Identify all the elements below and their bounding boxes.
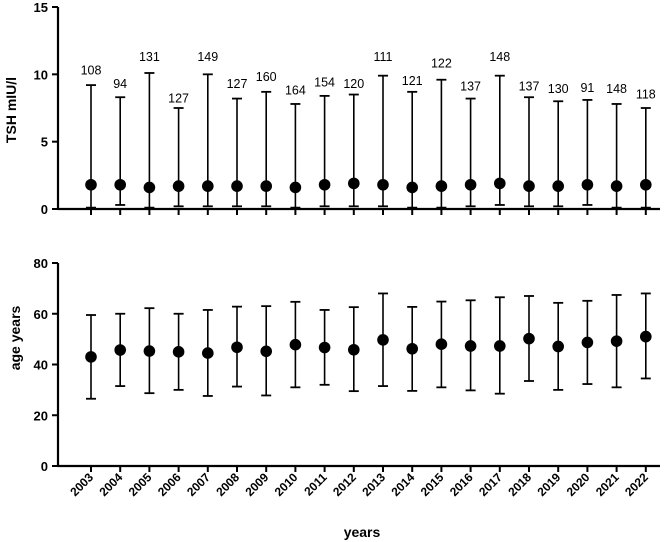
data-point xyxy=(406,181,419,194)
data-point xyxy=(318,341,331,354)
count-label: 127 xyxy=(227,77,248,91)
data-point xyxy=(231,341,243,354)
data-point xyxy=(231,180,243,192)
data-point xyxy=(435,338,448,351)
count-label: 148 xyxy=(489,50,510,64)
data-point xyxy=(289,181,302,194)
x-axis-title: years xyxy=(344,524,381,540)
data-point xyxy=(202,180,214,192)
y-tick-label: 60 xyxy=(34,307,48,322)
count-label: 122 xyxy=(431,57,452,71)
count-label: 111 xyxy=(373,50,392,64)
x-tick-label: 2010 xyxy=(272,470,301,499)
data-point xyxy=(523,180,535,192)
count-label: 149 xyxy=(197,50,218,64)
data-point xyxy=(435,180,448,192)
x-tick-label: 2005 xyxy=(126,470,155,499)
data-point xyxy=(114,178,126,191)
age-y-axis-title: age years xyxy=(7,305,23,370)
count-label: 121 xyxy=(402,74,423,88)
count-label: 154 xyxy=(314,75,335,89)
data-point xyxy=(172,180,185,192)
y-tick-label: 10 xyxy=(34,67,48,82)
x-tick-label: 2017 xyxy=(476,470,505,499)
data-point xyxy=(377,334,389,346)
x-tick-label: 2003 xyxy=(67,470,96,499)
count-label: 127 xyxy=(168,92,189,106)
data-point xyxy=(114,344,126,356)
x-tick-label: 2008 xyxy=(213,470,242,499)
data-point xyxy=(318,178,331,191)
x-tick-label: 2011 xyxy=(301,470,330,499)
data-point xyxy=(260,345,273,358)
data-point xyxy=(581,178,594,191)
y-tick-label: 20 xyxy=(34,408,48,423)
data-point xyxy=(348,177,360,190)
y-tick-label: 0 xyxy=(41,459,48,474)
x-tick-label: 2016 xyxy=(447,470,476,499)
count-label: 91 xyxy=(580,81,594,95)
data-point xyxy=(640,330,652,343)
data-point xyxy=(289,338,302,351)
count-label: 137 xyxy=(460,79,481,93)
x-tick-label: 2006 xyxy=(155,470,184,499)
data-point xyxy=(85,178,97,191)
y-tick-label: 5 xyxy=(41,135,48,150)
data-point xyxy=(552,340,564,353)
x-tick-label: 2022 xyxy=(622,470,651,499)
count-label: 148 xyxy=(606,82,627,96)
x-tick-label: 2021 xyxy=(593,470,622,499)
data-point xyxy=(172,346,185,358)
count-label: 108 xyxy=(81,63,102,77)
x-tick-label: 2004 xyxy=(97,470,126,499)
y-tick-label: 0 xyxy=(41,202,48,217)
data-point xyxy=(464,178,477,191)
count-label: 118 xyxy=(636,88,656,102)
data-point xyxy=(494,340,506,352)
count-label: 94 xyxy=(113,77,127,91)
data-point xyxy=(406,342,419,355)
data-point xyxy=(260,180,273,192)
count-label: 137 xyxy=(519,79,540,93)
data-point xyxy=(640,178,652,191)
count-label: 131 xyxy=(139,50,160,64)
x-tick-label: 2009 xyxy=(243,470,272,499)
x-tick-label: 2019 xyxy=(535,470,564,499)
data-point xyxy=(377,178,389,191)
x-tick-label: 2015 xyxy=(418,470,447,499)
data-point xyxy=(143,345,156,357)
tsh-panel: 0 5 10 15 108 94 131 127 149 127 160 164 154 120 111 12… xyxy=(34,0,660,217)
x-tick-label: 2014 xyxy=(389,470,418,499)
data-point xyxy=(494,177,506,190)
data-point xyxy=(610,180,623,192)
count-label: 130 xyxy=(548,82,569,96)
x-tick-label: 2012 xyxy=(330,470,359,499)
data-point xyxy=(581,336,594,349)
x-tick-label: 2018 xyxy=(505,470,534,499)
data-point xyxy=(348,343,360,356)
data-point xyxy=(85,351,97,363)
y-tick-label: 80 xyxy=(34,256,48,271)
count-label: 160 xyxy=(256,70,277,84)
y-tick-label: 15 xyxy=(34,0,48,15)
x-tick-label: 2013 xyxy=(359,470,388,499)
data-point xyxy=(202,347,214,359)
x-tick-label: 2020 xyxy=(564,470,593,499)
tsh-y-axis-title: TSH mIU/l xyxy=(3,77,19,143)
x-tick-label: 2007 xyxy=(184,470,213,499)
data-point xyxy=(552,180,564,192)
data-point xyxy=(523,332,535,345)
data-point xyxy=(610,335,623,347)
y-tick-label: 40 xyxy=(34,358,48,373)
count-label: 164 xyxy=(285,84,306,98)
data-point xyxy=(464,340,477,352)
data-point xyxy=(143,181,156,194)
count-label: 120 xyxy=(343,77,364,91)
